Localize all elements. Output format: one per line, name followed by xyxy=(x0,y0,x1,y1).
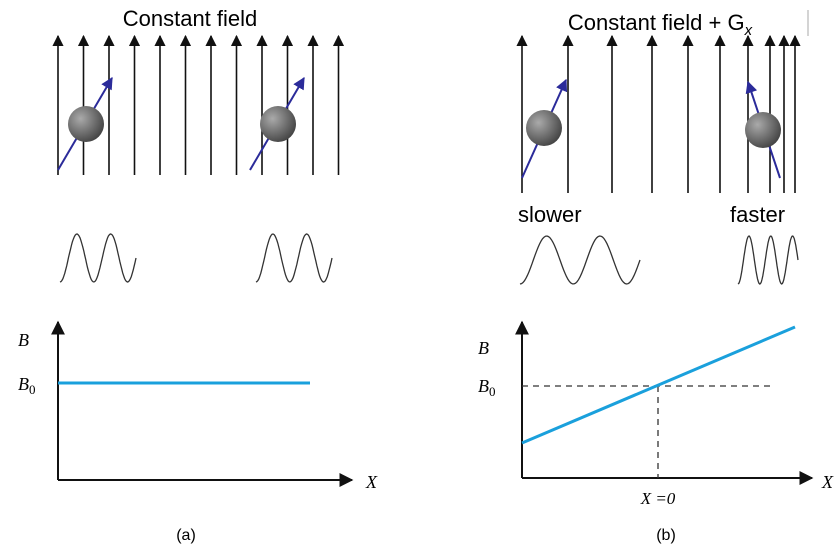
graph-b xyxy=(515,320,814,485)
spin-ball xyxy=(260,106,296,142)
level-main: B xyxy=(478,376,489,396)
panel-title: Constant field + Gx xyxy=(568,10,753,39)
caption: (a) xyxy=(176,527,196,544)
spin-ball xyxy=(745,112,781,148)
spin-ball xyxy=(526,110,562,146)
spins xyxy=(57,76,781,179)
waves xyxy=(59,233,799,285)
title-main: Constant field + G xyxy=(568,10,745,35)
y-axis-label: B xyxy=(478,338,489,358)
y-axis-label: B xyxy=(18,330,29,350)
x-axis-label: X xyxy=(365,472,378,492)
level-label: B0 xyxy=(18,374,36,397)
panel-title: Constant field xyxy=(123,6,258,31)
caption: (b) xyxy=(656,527,676,544)
field-line xyxy=(521,325,796,445)
spin-ball xyxy=(68,106,104,142)
title-sub: x xyxy=(744,22,753,39)
speed-label: slower xyxy=(518,202,582,227)
speed-label: faster xyxy=(730,202,785,227)
level-main: B xyxy=(18,374,29,394)
level-sub: 0 xyxy=(29,382,36,397)
level-sub: 0 xyxy=(489,384,496,399)
wave xyxy=(59,233,137,283)
wave xyxy=(519,235,641,285)
origin-label: X =0 xyxy=(640,489,676,508)
wave xyxy=(737,235,799,285)
level-label: B0 xyxy=(478,376,496,399)
wave xyxy=(255,233,333,283)
graph-a xyxy=(51,320,354,487)
x-axis-label: X xyxy=(821,472,834,492)
field-lines xyxy=(52,34,801,193)
